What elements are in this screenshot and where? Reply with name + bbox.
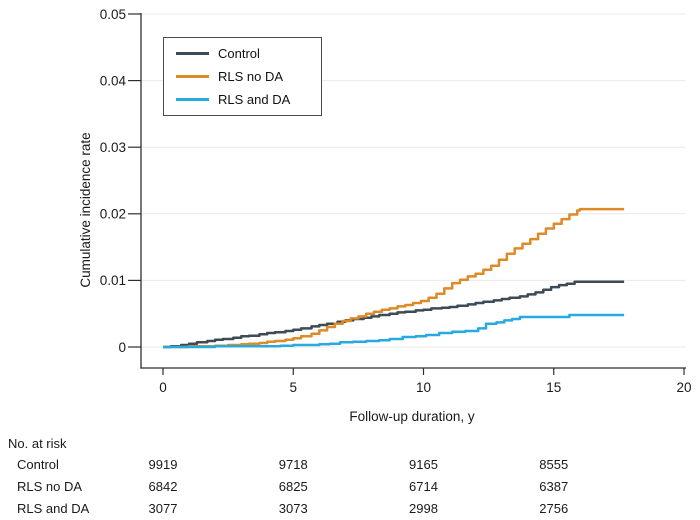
legend-line-rls-and-da [176, 97, 209, 102]
legend-item-rls-and-da: RLS and DA [176, 92, 321, 108]
x-tick-label: 5 [289, 380, 297, 395]
risk-value-rls-and-da-t0: 3077 [148, 501, 178, 516]
x-tick-label: 10 [416, 380, 431, 395]
risk-value-rls-no-da-t15: 6387 [539, 479, 569, 494]
legend-label-rls-and-da: RLS and DA [218, 92, 291, 107]
risk-value-control-t0: 9919 [148, 457, 178, 472]
x-tick-label: 20 [676, 380, 691, 395]
risk-value-rls-and-da-t10: 2998 [409, 501, 438, 516]
risk-value-control-t15: 8555 [539, 457, 569, 472]
risk-table-title: No. at risk [8, 436, 67, 451]
risk-row-label-rls-and-da: RLS and DA [17, 501, 90, 516]
x-tick-label: 15 [546, 380, 561, 395]
y-tick-label: 0.05 [100, 7, 126, 22]
risk-value-rls-no-da-t10: 6714 [409, 479, 438, 494]
risk-value-control-t5: 9718 [278, 457, 308, 472]
x-axis-title: Follow-up duration, y [349, 409, 475, 424]
curve-rls-and-da [163, 313, 625, 349]
y-tick-label: 0.01 [100, 273, 126, 288]
legend-label-control: Control [218, 46, 260, 61]
y-tick-label: 0.02 [100, 207, 126, 222]
curve-control [163, 280, 625, 349]
y-tick-label: 0.03 [100, 140, 126, 155]
x-tick-label: 0 [159, 380, 167, 395]
risk-value-rls-and-da-t5: 3073 [278, 501, 308, 516]
legend-line-rls-no-da [176, 74, 209, 79]
risk-value-control-t10: 9165 [409, 457, 438, 472]
legend-item-control: Control [176, 46, 321, 62]
curve-rls-no-da [163, 207, 625, 349]
legend-item-rls-no-da: RLS no DA [176, 69, 321, 85]
risk-value-rls-no-da-t5: 6825 [278, 479, 308, 494]
chart-legend: Control RLS no DA RLS and DA [163, 37, 322, 116]
risk-value-rls-no-da-t0: 6842 [148, 479, 178, 494]
y-tick-label: 0.04 [100, 73, 127, 88]
legend-line-control [176, 51, 209, 56]
y-tick-label: 0 [118, 340, 126, 355]
legend-label-rls-no-da: RLS no DA [218, 69, 284, 84]
y-axis-title: Cumulative incidence rate [78, 132, 93, 288]
risk-row-label-rls-no-da: RLS no DA [17, 479, 83, 494]
risk-value-rls-and-da-t15: 2756 [539, 501, 569, 516]
risk-row-label-control: Control [17, 457, 59, 472]
